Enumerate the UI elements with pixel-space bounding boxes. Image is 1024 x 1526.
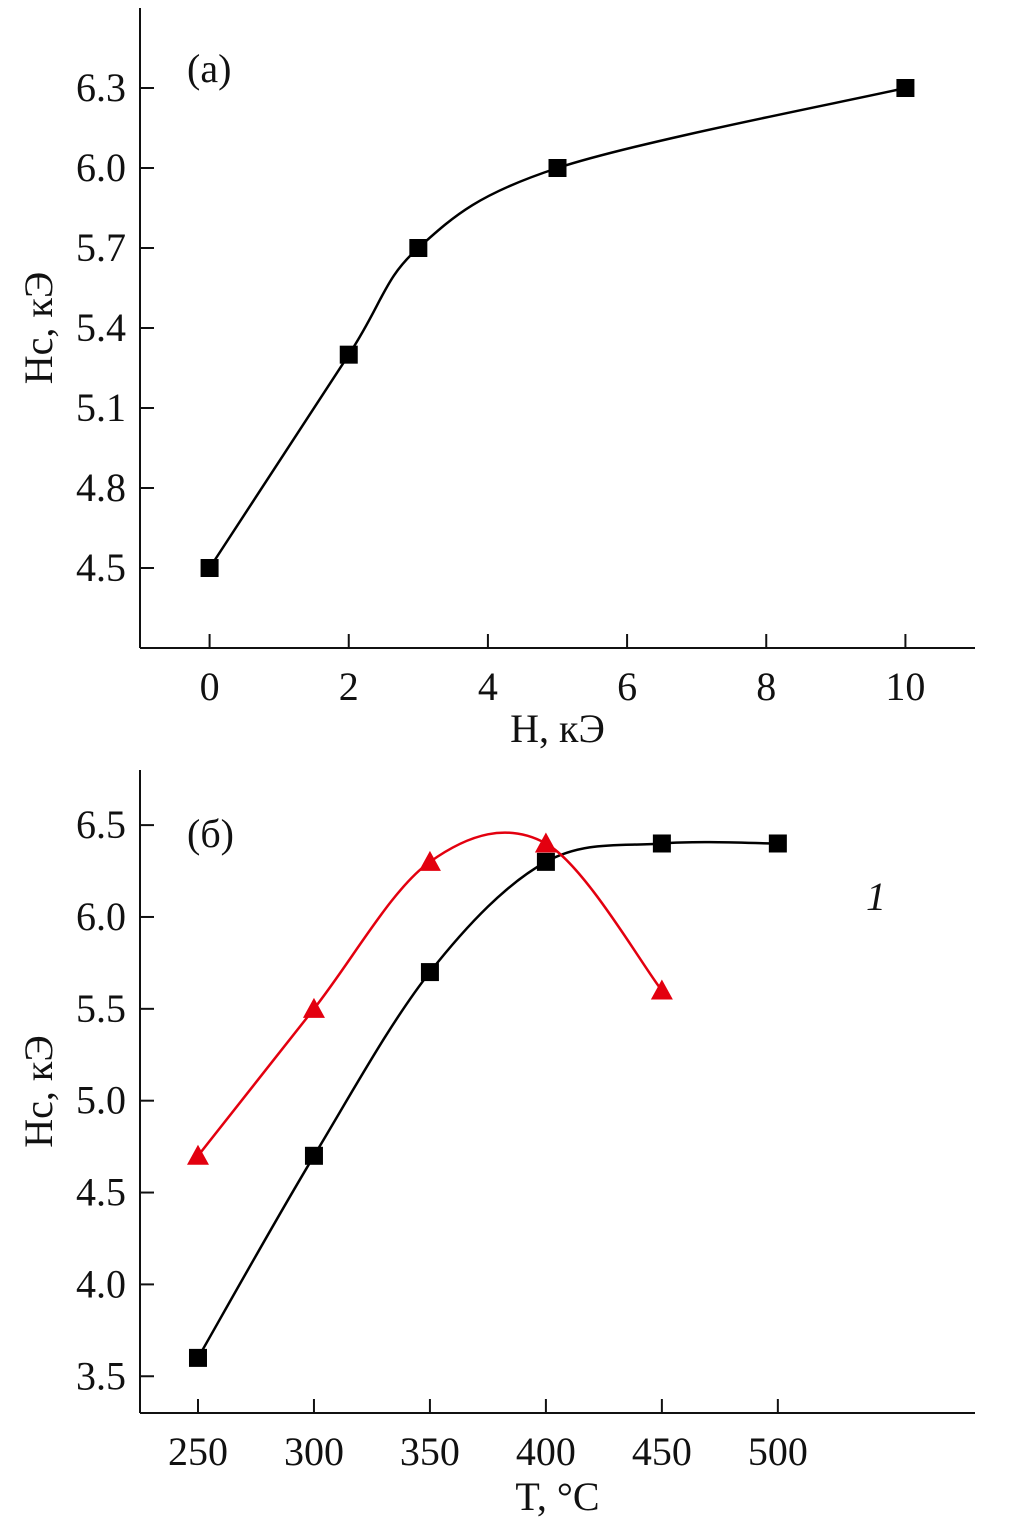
data-point-triangle (650, 979, 673, 1000)
data-point-triangle (534, 832, 557, 853)
x-tick-label: 350 (400, 1429, 460, 1474)
data-point-square (768, 834, 787, 853)
x-tick-label: 4 (478, 664, 498, 709)
y-tick-label: 5.5 (76, 986, 126, 1031)
y-tick-label: 5.0 (76, 1078, 126, 1123)
panel-b: 3.5 4.0 4.5 5.0 5.5 6.0 6.5 250 300 350 400 450 500 T… (16, 770, 975, 1519)
data-point-square (548, 159, 567, 177)
x-tick-label: 10 (885, 664, 925, 709)
x-tick-label: 250 (168, 1429, 228, 1474)
series-line (197, 831, 663, 1157)
x-tick-label: 0 (200, 664, 220, 709)
data-point-square (188, 1348, 207, 1367)
y-tick-label: 6.3 (76, 65, 126, 110)
y-tick-label: 4.8 (76, 465, 126, 510)
data-point-square (420, 963, 439, 982)
x-tick-label: 400 (516, 1429, 576, 1474)
y-tick-label: 5.4 (76, 305, 126, 350)
x-tick-label: 6 (617, 664, 637, 709)
y-tick-label: 4.0 (76, 1261, 126, 1306)
data-point-square (200, 559, 219, 577)
y-axis-label: Hc, кЭ (16, 1035, 61, 1147)
y-tick-label: 6.0 (76, 145, 126, 190)
x-tick-label: 8 (756, 664, 776, 709)
y-axis-label: Hc, кЭ (16, 272, 61, 384)
y-tick-label: 6.0 (76, 894, 126, 939)
y-tick-label: 5.7 (76, 225, 126, 270)
data-point-square (536, 852, 555, 871)
x-tick-label: 500 (748, 1429, 808, 1474)
data-point-square (339, 345, 358, 364)
data-point-triangle (302, 997, 325, 1018)
y-tick-label: 4.5 (76, 545, 126, 590)
x-tick-label: 2 (339, 664, 359, 709)
data-point-square (896, 79, 915, 97)
data-point-square (652, 834, 671, 853)
x-tick-label: 450 (632, 1429, 692, 1474)
x-tick-label: 300 (284, 1429, 344, 1474)
series-line (196, 840, 778, 1359)
y-tick-label: 5.1 (76, 385, 126, 430)
data-point-triangle (418, 850, 441, 871)
series-label: 1 (866, 874, 886, 919)
y-tick-label: 6.5 (76, 802, 126, 847)
x-axis-label: T, °C (515, 1474, 599, 1519)
x-axis-label: H, кЭ (510, 706, 605, 751)
y-tick-label: 4.5 (76, 1170, 126, 1215)
panel-label: (б) (187, 811, 234, 856)
data-point-square (304, 1146, 323, 1165)
y-tick-label: 3.5 (76, 1353, 126, 1398)
data-point-square (409, 239, 428, 257)
data-point-triangle (186, 1144, 209, 1165)
panel-label: (а) (187, 46, 231, 91)
panel-a: 4.5 4.8 5.1 5.4 5.7 6.0 6.3 0 2 4 6 8 10 H, кЭ Hc, кЭ (… (16, 8, 975, 751)
